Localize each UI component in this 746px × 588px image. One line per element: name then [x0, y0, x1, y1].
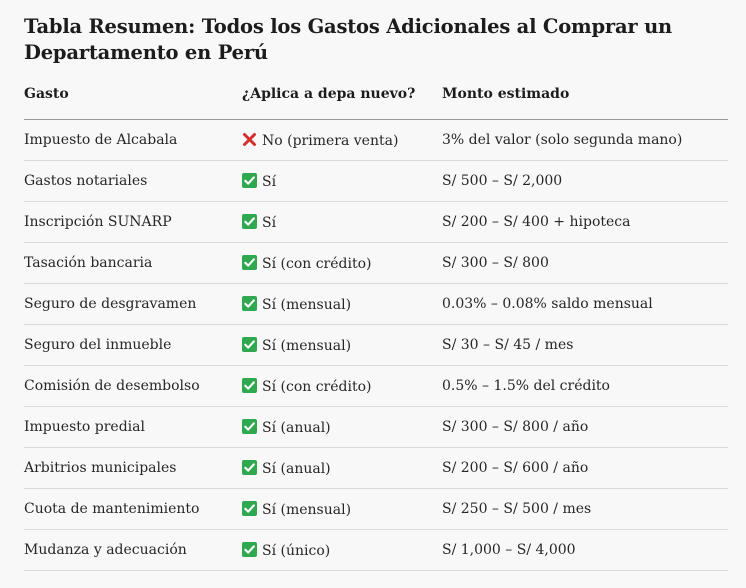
check-mark-icon	[242, 295, 257, 311]
check-mark-icon	[242, 418, 257, 434]
table-header-row: Gasto ¿Aplica a depa nuevo? Monto estima…	[24, 86, 728, 120]
table-row: Gastos notariales Sí S/ 500 – S/ 2,000	[24, 160, 728, 202]
aplica-label: Sí	[262, 214, 277, 231]
table-row: Tasación bancaria Sí (con crédito) S/ 300 …	[24, 242, 728, 284]
table-row: Impuesto de Alcabala No (primera venta) 3%…	[24, 119, 728, 161]
table-row: Seguro del inmueble Sí (mensual) S/ 30 – S…	[24, 324, 728, 366]
aplica-label: Sí (con crédito)	[262, 378, 372, 395]
cell-monto: S/ 250 – S/ 500 / mes	[442, 488, 728, 530]
cell-aplica: Sí	[242, 160, 442, 202]
check-mark-icon	[242, 541, 257, 557]
cell-gasto: Gastos notariales	[24, 160, 242, 202]
cell-monto: 3% del valor (solo segunda mano)	[442, 119, 728, 161]
table-row: Impuesto predial Sí (anual) S/ 300 – S/ 80…	[24, 406, 728, 448]
table-row: Inscripción SUNARP Sí S/ 200 – S/ 400 + hi…	[24, 201, 728, 243]
header-aplica: ¿Aplica a depa nuevo?	[242, 86, 442, 120]
cell-aplica: Sí (con crédito)	[242, 242, 442, 284]
check-mark-icon	[242, 336, 257, 352]
aplica-label: No (primera venta)	[262, 132, 399, 149]
cell-aplica: Sí (con crédito)	[242, 365, 442, 407]
aplica-label: Sí (único)	[262, 542, 331, 559]
cell-monto: S/ 200 – S/ 400 + hipoteca	[442, 201, 728, 243]
cell-gasto: Seguro de desgravamen	[24, 283, 242, 325]
cell-gasto: Impuesto de Alcabala	[24, 119, 242, 161]
header-gasto: Gasto	[24, 86, 242, 120]
cell-monto: S/ 30 – S/ 45 / mes	[442, 324, 728, 366]
cell-aplica: Sí (mensual)	[242, 324, 442, 366]
cell-aplica: Sí (mensual)	[242, 283, 442, 325]
cell-monto: S/ 200 – S/ 600 / año	[442, 447, 728, 489]
header-monto: Monto estimado	[442, 86, 728, 120]
table-row: Mudanza y adecuación Sí (único) S/ 1,000 –…	[24, 529, 728, 571]
check-mark-icon	[242, 254, 257, 270]
cell-gasto: Mudanza y adecuación	[24, 529, 242, 571]
aplica-label: Sí (con crédito)	[262, 255, 372, 272]
check-mark-icon	[242, 172, 257, 188]
cell-gasto: Comisión de desembolso	[24, 365, 242, 407]
cell-gasto: Cuota de mantenimiento	[24, 488, 242, 530]
article-section: Tabla Resumen: Todos los Gastos Adiciona…	[24, 14, 728, 571]
check-mark-icon	[242, 500, 257, 516]
cell-monto: S/ 300 – S/ 800 / año	[442, 406, 728, 448]
aplica-label: Sí (mensual)	[262, 501, 352, 518]
cell-aplica: Sí	[242, 201, 442, 243]
table-row: Arbitrios municipales Sí (anual) S/ 200 – …	[24, 447, 728, 489]
cell-gasto: Arbitrios municipales	[24, 447, 242, 489]
table-body: Impuesto de Alcabala No (primera venta) 3%…	[24, 119, 728, 571]
table-row: Cuota de mantenimiento Sí (mensual) S/ 250…	[24, 488, 728, 530]
table-row: Comisión de desembolso Sí (con crédito) 0.…	[24, 365, 728, 407]
cell-monto: S/ 1,000 – S/ 4,000	[442, 529, 728, 571]
cell-monto: S/ 500 – S/ 2,000	[442, 160, 728, 202]
aplica-label: Sí (anual)	[262, 419, 331, 436]
cell-gasto: Inscripción SUNARP	[24, 201, 242, 243]
cell-gasto: Seguro del inmueble	[24, 324, 242, 366]
cell-aplica: No (primera venta)	[242, 119, 442, 161]
check-mark-icon	[242, 213, 257, 229]
cell-gasto: Impuesto predial	[24, 406, 242, 448]
cell-aplica: Sí (único)	[242, 529, 442, 571]
cell-aplica: Sí (anual)	[242, 406, 442, 448]
cross-mark-icon	[242, 132, 257, 147]
cell-monto: S/ 300 – S/ 800	[442, 242, 728, 284]
cell-monto: 0.03% – 0.08% saldo mensual	[442, 283, 728, 325]
expenses-table: Gasto ¿Aplica a depa nuevo? Monto estima…	[24, 86, 728, 571]
check-mark-icon	[242, 377, 257, 393]
aplica-label: Sí (anual)	[262, 460, 331, 477]
cell-monto: 0.5% – 1.5% del crédito	[442, 365, 728, 407]
cell-aplica: Sí (anual)	[242, 447, 442, 489]
cell-aplica: Sí (mensual)	[242, 488, 442, 530]
cell-gasto: Tasación bancaria	[24, 242, 242, 284]
aplica-label: Sí (mensual)	[262, 337, 352, 354]
check-mark-icon	[242, 459, 257, 475]
table-title: Tabla Resumen: Todos los Gastos Adiciona…	[24, 15, 673, 64]
aplica-label: Sí (mensual)	[262, 296, 352, 313]
table-row: Seguro de desgravamen Sí (mensual) 0.03% –…	[24, 283, 728, 325]
aplica-label: Sí	[262, 173, 277, 190]
